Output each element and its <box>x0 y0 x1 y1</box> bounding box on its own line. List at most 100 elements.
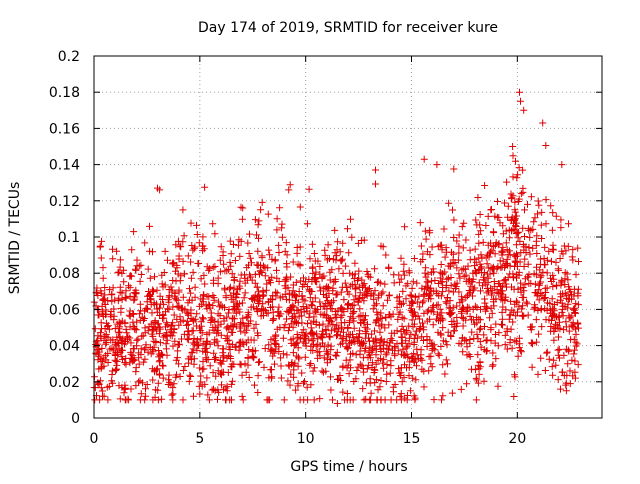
data-point <box>361 291 369 299</box>
data-point <box>405 269 413 277</box>
data-point <box>513 219 521 227</box>
data-point <box>514 352 522 360</box>
data-point <box>336 340 344 348</box>
y-tick-label: 0.14 <box>49 158 80 174</box>
data-point <box>512 312 520 320</box>
data-point <box>231 305 239 313</box>
data-point <box>472 396 480 404</box>
data-point <box>206 304 214 312</box>
data-point <box>385 345 392 353</box>
data-point <box>550 336 558 344</box>
data-point <box>141 355 149 363</box>
data-point <box>310 317 318 325</box>
data-point <box>267 336 275 344</box>
data-point <box>343 332 351 340</box>
data-point <box>496 280 504 288</box>
data-point <box>537 272 545 280</box>
data-point <box>142 341 150 349</box>
data-point <box>556 290 564 298</box>
data-point <box>169 384 177 392</box>
data-point <box>115 268 123 276</box>
data-point <box>316 352 324 360</box>
data-point <box>312 308 320 316</box>
data-point <box>407 292 415 300</box>
data-point <box>359 317 367 325</box>
data-point <box>137 271 145 278</box>
data-point <box>127 385 135 393</box>
data-point <box>353 333 361 341</box>
data-point <box>298 369 306 377</box>
data-point <box>569 246 577 254</box>
data-point <box>453 319 461 327</box>
data-point <box>508 213 516 221</box>
data-point <box>373 396 381 404</box>
data-point <box>247 303 255 311</box>
data-point <box>381 280 389 288</box>
data-point <box>336 372 344 379</box>
data-point <box>171 337 179 345</box>
data-point <box>455 231 463 239</box>
data-point <box>227 262 235 270</box>
data-point <box>552 361 560 369</box>
data-point <box>96 377 104 385</box>
data-point <box>482 347 490 355</box>
data-point <box>524 260 532 268</box>
data-point <box>463 380 471 388</box>
data-point <box>509 152 517 160</box>
data-point <box>150 343 158 351</box>
data-point <box>154 347 162 354</box>
data-point <box>203 330 211 338</box>
data-point <box>400 315 408 323</box>
data-point <box>136 277 144 285</box>
data-point <box>450 327 458 335</box>
data-point <box>194 259 202 267</box>
data-point <box>247 317 255 325</box>
data-point <box>209 263 217 271</box>
data-point <box>233 301 241 309</box>
data-point <box>503 178 511 186</box>
data-point <box>211 336 219 344</box>
data-point <box>506 339 514 347</box>
data-point <box>504 251 512 259</box>
data-point <box>498 251 506 259</box>
data-point <box>269 352 277 360</box>
data-point <box>434 328 442 336</box>
data-point <box>460 219 468 227</box>
data-point <box>238 299 246 307</box>
data-point <box>398 313 406 321</box>
data-point <box>205 266 213 274</box>
data-point <box>250 336 258 344</box>
data-point <box>470 335 478 343</box>
data-point <box>195 239 203 247</box>
data-point <box>98 325 105 333</box>
data-point <box>480 273 488 281</box>
data-point <box>350 296 358 304</box>
data-point <box>193 221 200 229</box>
data-point <box>516 237 524 245</box>
data-point <box>401 330 409 338</box>
data-point <box>174 347 182 355</box>
data-point <box>313 348 321 356</box>
data-point <box>356 360 364 368</box>
data-point <box>377 348 385 355</box>
data-point <box>445 304 453 312</box>
data-point <box>360 297 368 305</box>
data-point <box>372 180 379 188</box>
data-point <box>376 279 384 287</box>
data-point <box>275 241 283 249</box>
data-point <box>558 299 566 307</box>
data-point <box>139 379 146 387</box>
data-point <box>481 182 489 189</box>
data-point <box>478 254 486 262</box>
data-point <box>122 338 129 345</box>
data-point <box>151 318 159 326</box>
data-point <box>491 241 499 249</box>
data-point <box>570 350 578 358</box>
data-point <box>293 319 300 326</box>
data-point <box>303 220 311 228</box>
data-point <box>306 294 314 302</box>
data-point <box>160 269 168 276</box>
data-point <box>346 396 354 404</box>
data-point <box>267 295 275 303</box>
data-point <box>540 295 548 302</box>
